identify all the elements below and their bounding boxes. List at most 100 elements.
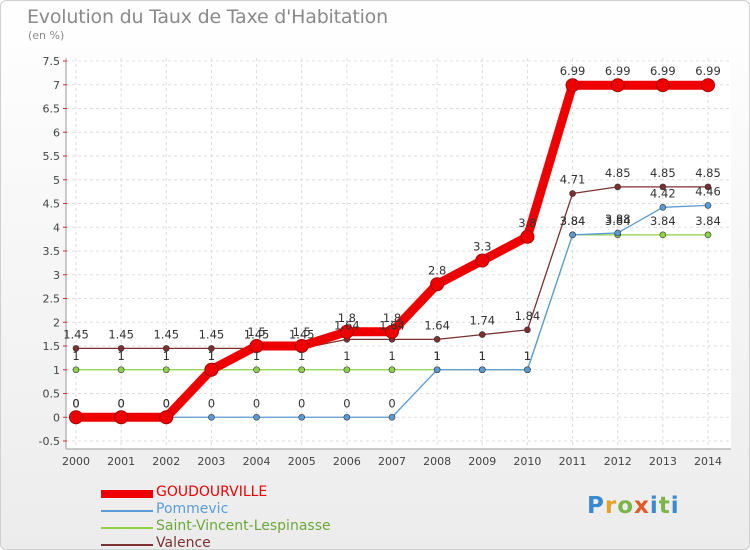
data-label: 0 [163,396,170,410]
y-tick-label: 7 [53,79,60,92]
data-point [659,204,667,211]
data-label: 0 [388,396,395,410]
data-point [159,410,174,425]
data-point [72,366,80,374]
y-tick-label: 4.5 [43,198,61,211]
data-label: 1 [298,349,305,363]
data-point [569,231,576,239]
data-point [69,410,83,425]
data-point [614,229,622,237]
legend-swatch [101,490,153,498]
data-label: 1.45 [63,327,89,341]
data-point [704,231,712,239]
data-point [704,183,712,191]
x-tick-label: 2006 [333,455,361,468]
data-point [298,366,306,374]
data-point [388,366,396,374]
data-label: 1.8 [383,311,401,325]
legend-swatch [101,510,153,512]
data-label: 1.45 [199,327,225,341]
data-label: 1 [163,349,170,363]
data-label: 1 [253,349,260,363]
data-label: 0 [298,396,305,410]
data-label: 1 [72,349,79,363]
x-tick-label: 2005 [288,455,316,468]
data-point [433,366,441,374]
data-label: 1 [433,349,440,363]
data-point [162,366,170,374]
data-label: 1.45 [244,327,270,341]
data-label: 1.64 [424,318,450,332]
data-point [524,326,531,334]
data-label: 0 [117,396,124,410]
data-label: 1.45 [108,327,134,341]
data-label: 1.5 [293,325,311,339]
data-label: 1 [479,349,486,363]
legend-label: Saint-Vincent-Lespinasse [156,518,331,534]
y-tick-label: 0.5 [43,388,61,401]
y-tick-label: 1.5 [43,340,61,353]
data-label: 1.45 [153,327,179,341]
data-point [343,413,351,421]
x-tick-label: 2009 [468,455,496,468]
data-point [478,331,486,338]
data-label: 0 [343,396,350,410]
x-tick-label: 2003 [197,455,225,468]
data-point [294,339,309,353]
data-label: 3.84 [650,214,676,228]
data-label: 1 [343,349,350,363]
data-label: 6.99 [560,64,586,78]
y-tick-label: 3 [53,269,60,282]
data-point [659,231,667,239]
data-label: 0 [163,396,170,410]
data-point [430,277,445,292]
data-label: 1.64 [379,318,405,332]
chart-unit: (en %) [28,29,65,42]
x-tick-label: 2007 [378,455,406,468]
legend-swatch [101,527,153,529]
data-point [208,345,215,352]
data-label: 1.8 [338,311,356,325]
data-point [388,413,396,421]
data-label: 1 [524,349,531,363]
data-label: 1.84 [515,309,541,323]
data-label: 0 [72,396,79,410]
chart-title: Evolution du Taux de Taxe d'Habitation [27,6,388,28]
data-point [433,336,441,343]
data-label: 3.84 [605,214,631,228]
data-point [385,324,399,339]
data-label: 1 [208,349,215,363]
data-point [253,413,260,421]
data-label: 3.88 [605,212,631,226]
data-label: 0 [117,396,124,410]
data-label: 3.3 [473,240,491,254]
data-point [610,78,625,93]
legend-label: Valence [156,535,211,550]
plot-area [66,58,731,449]
data-label: 4.85 [695,166,721,180]
x-tick-label: 2004 [243,455,271,468]
y-tick-label: 6.5 [43,103,61,116]
x-tick-label: 2010 [513,455,541,468]
data-label: 4.85 [650,166,676,180]
data-point [208,413,215,421]
data-point [298,413,306,421]
data-label: 4.42 [650,186,676,200]
data-point [614,183,622,191]
data-label: 6.99 [650,64,676,78]
data-label: 0 [253,396,260,410]
y-tick-label: 5.5 [43,150,61,163]
data-point [249,339,264,353]
data-point [162,345,170,352]
data-label: 1 [208,349,215,363]
data-label: 0 [208,396,215,410]
data-label: 1.5 [247,325,265,339]
data-label: 1 [433,349,440,363]
data-point [72,345,80,352]
data-point [520,229,535,244]
data-label: 3.84 [560,214,586,228]
x-tick-label: 2012 [604,455,632,468]
data-label: 1 [479,349,486,363]
